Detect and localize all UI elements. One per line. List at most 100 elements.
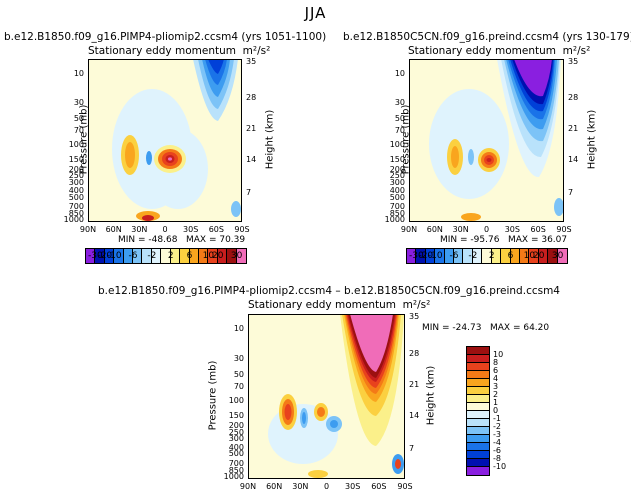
- colorbar-label: -6: [493, 446, 501, 455]
- panel3-max-label: MAX = 64.20: [490, 323, 550, 333]
- colorbar-box: [103, 248, 116, 264]
- x-tick-label: 0: [162, 225, 168, 234]
- y-tick-label: 300: [389, 177, 405, 187]
- y-tick-label: 500: [68, 192, 84, 202]
- y-tick-label: 200: [389, 164, 405, 174]
- panel1-neg-lobe-5: [208, 59, 224, 74]
- colorbar-box: [188, 248, 200, 264]
- colorbar-box: [169, 248, 182, 264]
- right-tick-label: 7: [246, 187, 252, 197]
- y-tick-label: 500: [228, 449, 244, 459]
- y-tick-label: 400: [68, 186, 84, 196]
- colorbar-box: [150, 248, 163, 264]
- colorbar-box: [500, 248, 512, 264]
- panel2-min-label: MIN = -95.76: [440, 235, 500, 245]
- panel3-run-title: b.e12.B1850.f09_g16.PIMP4-pliomip2.ccsm4…: [98, 285, 560, 297]
- panel1-sfc-neg: [231, 201, 241, 217]
- colorbar-label: 0: [493, 406, 499, 415]
- colorbar-box: [466, 418, 490, 428]
- right-tick-label: 7: [409, 444, 415, 454]
- colorbar-label: 10: [202, 251, 215, 261]
- y-tick-label: 400: [228, 442, 244, 452]
- y-tick-label: 100: [228, 396, 244, 406]
- colorbar-label: 1: [493, 398, 499, 407]
- colorbar-box: [466, 466, 490, 476]
- right-tick-label: 35: [568, 57, 579, 67]
- colorbar-box: [466, 458, 490, 468]
- panel2-neg-lobe-core: [514, 59, 552, 97]
- colorbar-box: [466, 434, 490, 444]
- y-tick-label: 850: [389, 208, 405, 218]
- y-tick-label: 50: [394, 114, 405, 124]
- colorbar-label: -20: [97, 251, 113, 261]
- colorbar-box: [453, 248, 465, 264]
- panel3-neg-blob-15n-core: [302, 412, 306, 424]
- panel2-subtitle: Stationary eddy momentum m²/s²: [408, 45, 590, 57]
- x-tick-label: 30N: [452, 225, 469, 234]
- panel2-light-blue-region: [429, 89, 509, 199]
- colorbar-label: 30: [551, 251, 564, 261]
- y-tick-label: 70: [233, 381, 244, 391]
- panel2-plot: [409, 59, 564, 222]
- y-tick-label: 200: [228, 421, 244, 431]
- panel3-neg-blob-10s-core: [330, 420, 338, 428]
- y-tick-label: 30: [394, 98, 405, 107]
- right-tick-label: 14: [409, 411, 420, 421]
- colorbar-label: 2: [167, 251, 174, 261]
- colorbar-box: [466, 370, 490, 380]
- x-tick-label: 90N: [79, 225, 97, 234]
- colorbar-label: 10: [523, 251, 536, 261]
- x-tick-label: 60S: [208, 225, 224, 234]
- panel1-units: m²/s²: [242, 45, 271, 57]
- colorbar-box: [466, 362, 490, 372]
- colorbar-box: [443, 248, 456, 264]
- colorbar-box: [466, 442, 490, 452]
- y-tick-label: 150: [389, 155, 405, 165]
- x-tick-label: 90N: [239, 482, 257, 491]
- y-tick-label: 70: [73, 125, 84, 135]
- panel1-max-label: MAX = 70.39: [186, 235, 246, 245]
- y-tick-label: 70: [394, 125, 405, 135]
- panel3-sfc-pos: [308, 470, 328, 478]
- panel2-frame: [409, 59, 564, 222]
- colorbar-label: -1: [493, 414, 501, 423]
- y-tick-label: 10: [394, 68, 405, 78]
- colorbar-box: [235, 248, 248, 264]
- colorbar-box: [216, 248, 229, 264]
- colorbar-box: [471, 248, 484, 264]
- right-tick-label: 21: [568, 124, 579, 134]
- panel1-run-title: b.e12.B1850.f09_g16.PIMP4-pliomip2.ccsm4…: [4, 31, 327, 43]
- panel2-pos-max-core: [486, 158, 492, 162]
- y-tick-label: 300: [228, 434, 244, 444]
- x-tick-label: 0: [483, 225, 490, 234]
- y-tick-label: 400: [389, 186, 405, 196]
- y-tick-label: 250: [228, 427, 244, 437]
- x-tick-label: 60N: [105, 225, 122, 234]
- colorbar-box: [466, 354, 490, 364]
- colorbar-label: -4: [493, 438, 501, 447]
- colorbar-box: [84, 248, 97, 264]
- panel2-run-title: b.e12.B1850C5CN.f09_g16.preind.ccsm4 (yr…: [343, 31, 631, 43]
- x-tick-label: 30S: [504, 225, 520, 234]
- colorbar-box: [179, 248, 191, 264]
- panel3-units: m²/s²: [402, 299, 431, 311]
- x-tick-label: 30S: [183, 225, 199, 234]
- panel3-pos-lobe-core: [350, 314, 393, 372]
- colorbar-label: 6: [186, 251, 193, 261]
- y-tick-label: 10: [233, 323, 244, 333]
- panel3-min-label: MIN = -24.73: [422, 323, 482, 333]
- y-tick-label: 250: [68, 171, 84, 181]
- colorbar-box: [141, 248, 153, 264]
- colorbar-label: -3: [493, 430, 501, 439]
- colorbar-label: 30: [230, 251, 243, 261]
- colorbar-box: [509, 248, 521, 264]
- y-tick-label: 100: [68, 140, 84, 150]
- panel2-ylabel-right: Height (km): [586, 109, 598, 170]
- colorbar-box: [424, 248, 437, 264]
- right-tick-label: 21: [246, 124, 257, 134]
- y-tick-label: 30: [73, 98, 84, 107]
- y-tick-label: 1000: [384, 214, 405, 224]
- panel2-pos-blob-30n-inner: [451, 146, 459, 168]
- colorbar-label: 6: [493, 366, 499, 375]
- y-tick-label: 300: [68, 177, 84, 187]
